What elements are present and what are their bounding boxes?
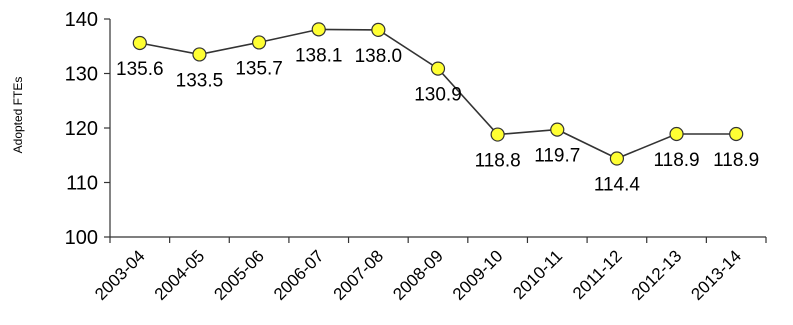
data-point: [192, 47, 207, 62]
data-point: [311, 22, 326, 37]
x-tick-label: 2008-09: [389, 246, 447, 304]
y-tick-label: 100: [65, 227, 98, 249]
x-tick-label: 2003-04: [91, 246, 149, 304]
data-label: 130.9: [414, 85, 462, 106]
data-label: 138.0: [355, 46, 403, 67]
data-label: 118.9: [653, 150, 699, 171]
y-tick-label: 140: [65, 9, 98, 31]
data-point: [550, 122, 565, 137]
data-label: 119.7: [534, 146, 580, 167]
x-tick-label: 2004-05: [151, 246, 209, 304]
data-point: [371, 22, 386, 37]
data-label: 135.7: [235, 58, 283, 79]
data-label: 138.1: [295, 45, 343, 66]
data-point: [490, 127, 505, 142]
x-tick-label: 2009-10: [449, 246, 507, 304]
data-point: [609, 151, 625, 166]
data-point: [729, 126, 744, 142]
data-label: 118.9: [713, 150, 759, 171]
y-axis-title: Adopted FTEs: [11, 77, 25, 154]
y-tick-label: 110: [66, 173, 98, 195]
data-labels: 135.6 133.5 135.7 138.1 138.0 130.9 118.8 119.7…: [116, 45, 759, 195]
data-point: [430, 61, 446, 76]
x-tick-label: 2010-11: [509, 246, 566, 303]
data-label: 133.5: [176, 70, 224, 91]
data-point: [669, 126, 684, 142]
data-point: [251, 35, 267, 50]
x-axis: 2003-04 2004-05 2005-06 2006-07 2007-08 2008-…: [91, 236, 767, 304]
data-point: [132, 35, 147, 51]
data-label: 114.4: [594, 175, 641, 196]
x-tick-label: 2013-14: [687, 246, 745, 304]
x-tick-label: 2012-13: [628, 246, 686, 304]
series-line: [132, 22, 744, 166]
x-tick-label: 2006-07: [270, 246, 328, 304]
x-tick-label: 2005-06: [210, 246, 268, 304]
y-tick-label: 130: [65, 64, 98, 86]
y-tick-label: 120: [65, 118, 98, 140]
x-tick-label: 2007-08: [330, 246, 388, 304]
data-label: 118.8: [475, 151, 521, 172]
x-tick-label: 2011-12: [569, 246, 626, 303]
data-label: 135.6: [116, 59, 164, 80]
y-axis: 100 110 120 130 140: [65, 9, 111, 249]
